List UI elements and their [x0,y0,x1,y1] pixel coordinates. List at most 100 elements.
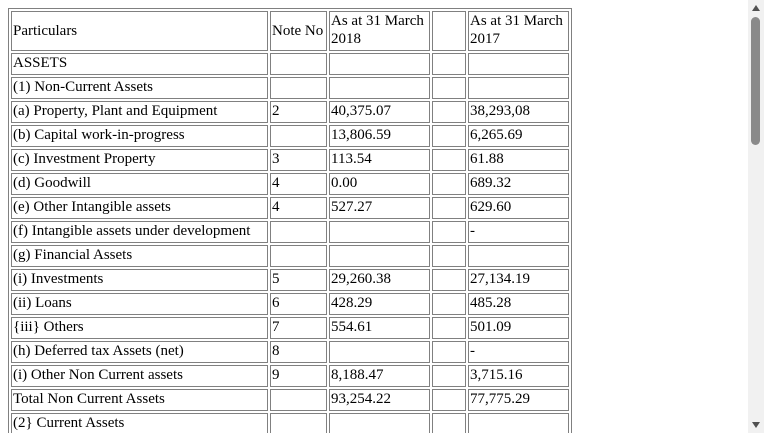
cell-note-no [270,245,327,267]
cell-note-no: 7 [270,317,327,339]
cell-particulars: (c) Investment Property [11,149,268,171]
cell-particulars: ASSETS [11,53,268,75]
header-as-at-2017: As at 31 March 2017 [468,11,569,51]
cell-particulars: (2} Current Assets [11,413,268,433]
cell-value-2018 [329,341,430,363]
cell-note-no: 2 [270,101,327,123]
cell-note-no [270,125,327,147]
table-row: (h) Deferred tax Assets (net) 8 - [11,341,569,363]
cell-value-2018: 40,375.07 [329,101,430,123]
cell-particulars: (f) Intangible assets under development [11,221,268,243]
cell-value-2017: 629.60 [468,197,569,219]
cell-value-2017 [468,77,569,99]
cell-value-2018: 8,188.47 [329,365,430,387]
cell-value-2018: 527.27 [329,197,430,219]
cell-blank [432,149,466,171]
table-header-row: Particulars Note No As at 31 March 2018 … [11,11,569,51]
cell-blank [432,197,466,219]
cell-particulars: Total Non Current Assets [11,389,268,411]
cell-blank [432,125,466,147]
cell-blank [432,365,466,387]
cell-particulars: (h) Deferred tax Assets (net) [11,341,268,363]
cell-note-no [270,413,327,433]
cell-note-no [270,77,327,99]
cell-value-2017: 61.88 [468,149,569,171]
scroll-thumb[interactable] [751,17,760,145]
cell-value-2017: 6,265.69 [468,125,569,147]
cell-blank [432,221,466,243]
cell-value-2017: 689.32 [468,173,569,195]
cell-particulars: (g) Financial Assets [11,245,268,267]
cell-value-2018 [329,221,430,243]
cell-value-2017: - [468,221,569,243]
table-row: (e) Other Intangible assets 4 527.27 629.60 [11,197,569,219]
cell-particulars: (e) Other Intangible assets [11,197,268,219]
table-row: (g) Financial Assets [11,245,569,267]
cell-note-no: 8 [270,341,327,363]
cell-value-2017: 3,715.16 [468,365,569,387]
cell-blank [432,101,466,123]
cell-note-no [270,53,327,75]
table-row: (1) Non-Current Assets [11,77,569,99]
cell-value-2017: 485.28 [468,293,569,315]
cell-note-no: 5 [270,269,327,291]
vertical-scrollbar[interactable] [748,0,764,433]
scroll-up-arrow-icon[interactable] [748,0,764,16]
cell-value-2017 [468,413,569,433]
table-row: (c) Investment Property 3 113.54 61.88 [11,149,569,171]
cell-note-no [270,221,327,243]
cell-blank [432,341,466,363]
header-particulars: Particulars [11,11,268,51]
cell-blank [432,389,466,411]
cell-note-no: 3 [270,149,327,171]
cell-value-2018: 13,806.59 [329,125,430,147]
table-row: Total Non Current Assets 93,254.22 77,775.… [11,389,569,411]
cell-value-2017: 38,293,08 [468,101,569,123]
cell-particulars: (i) Investments [11,269,268,291]
cell-blank [432,77,466,99]
cell-value-2017 [468,53,569,75]
header-blank [432,11,466,51]
cell-note-no [270,389,327,411]
scroll-down-arrow-icon[interactable] [748,417,764,433]
cell-value-2018 [329,77,430,99]
table-row: ASSETS [11,53,569,75]
cell-particulars: (b) Capital work-in-progress [11,125,268,147]
balance-sheet-table: Particulars Note No As at 31 March 2018 … [8,8,572,433]
cell-value-2018: 29,260.38 [329,269,430,291]
table-row: {iii} Others 7 554.61 501.09 [11,317,569,339]
cell-particulars: {iii} Others [11,317,268,339]
header-note-no: Note No [270,11,327,51]
table-row: (d) Goodwill 4 0.00 689.32 [11,173,569,195]
cell-value-2017: 77,775.29 [468,389,569,411]
cell-note-no: 6 [270,293,327,315]
cell-blank [432,269,466,291]
cell-particulars: (ii) Loans [11,293,268,315]
cell-value-2017: 27,134.19 [468,269,569,291]
cell-value-2018 [329,245,430,267]
cell-value-2018: 113.54 [329,149,430,171]
cell-particulars: (d) Goodwill [11,173,268,195]
cell-value-2017: - [468,341,569,363]
cell-particulars: (i) Other Non Current assets [11,365,268,387]
cell-blank [432,245,466,267]
cell-value-2018 [329,413,430,433]
cell-note-no: 4 [270,197,327,219]
cell-blank [432,317,466,339]
cell-note-no: 4 [270,173,327,195]
document-viewport: Particulars Note No As at 31 March 2018 … [8,8,572,433]
table-row: (ii) Loans 6 428.29 485.28 [11,293,569,315]
cell-value-2018: 428.29 [329,293,430,315]
cell-blank [432,293,466,315]
table-row: (f) Intangible assets under development - [11,221,569,243]
cell-value-2018: 554.61 [329,317,430,339]
table-row: (2} Current Assets [11,413,569,433]
cell-value-2018 [329,53,430,75]
table-row: (b) Capital work-in-progress 13,806.59 6,2… [11,125,569,147]
table-row: (i) Investments 5 29,260.38 27,134.19 [11,269,569,291]
table-row: (i) Other Non Current assets 9 8,188.47 3,7… [11,365,569,387]
cell-value-2018: 0.00 [329,173,430,195]
table-row: (a) Property, Plant and Equipment 2 40,375… [11,101,569,123]
cell-note-no: 9 [270,365,327,387]
cell-value-2017 [468,245,569,267]
